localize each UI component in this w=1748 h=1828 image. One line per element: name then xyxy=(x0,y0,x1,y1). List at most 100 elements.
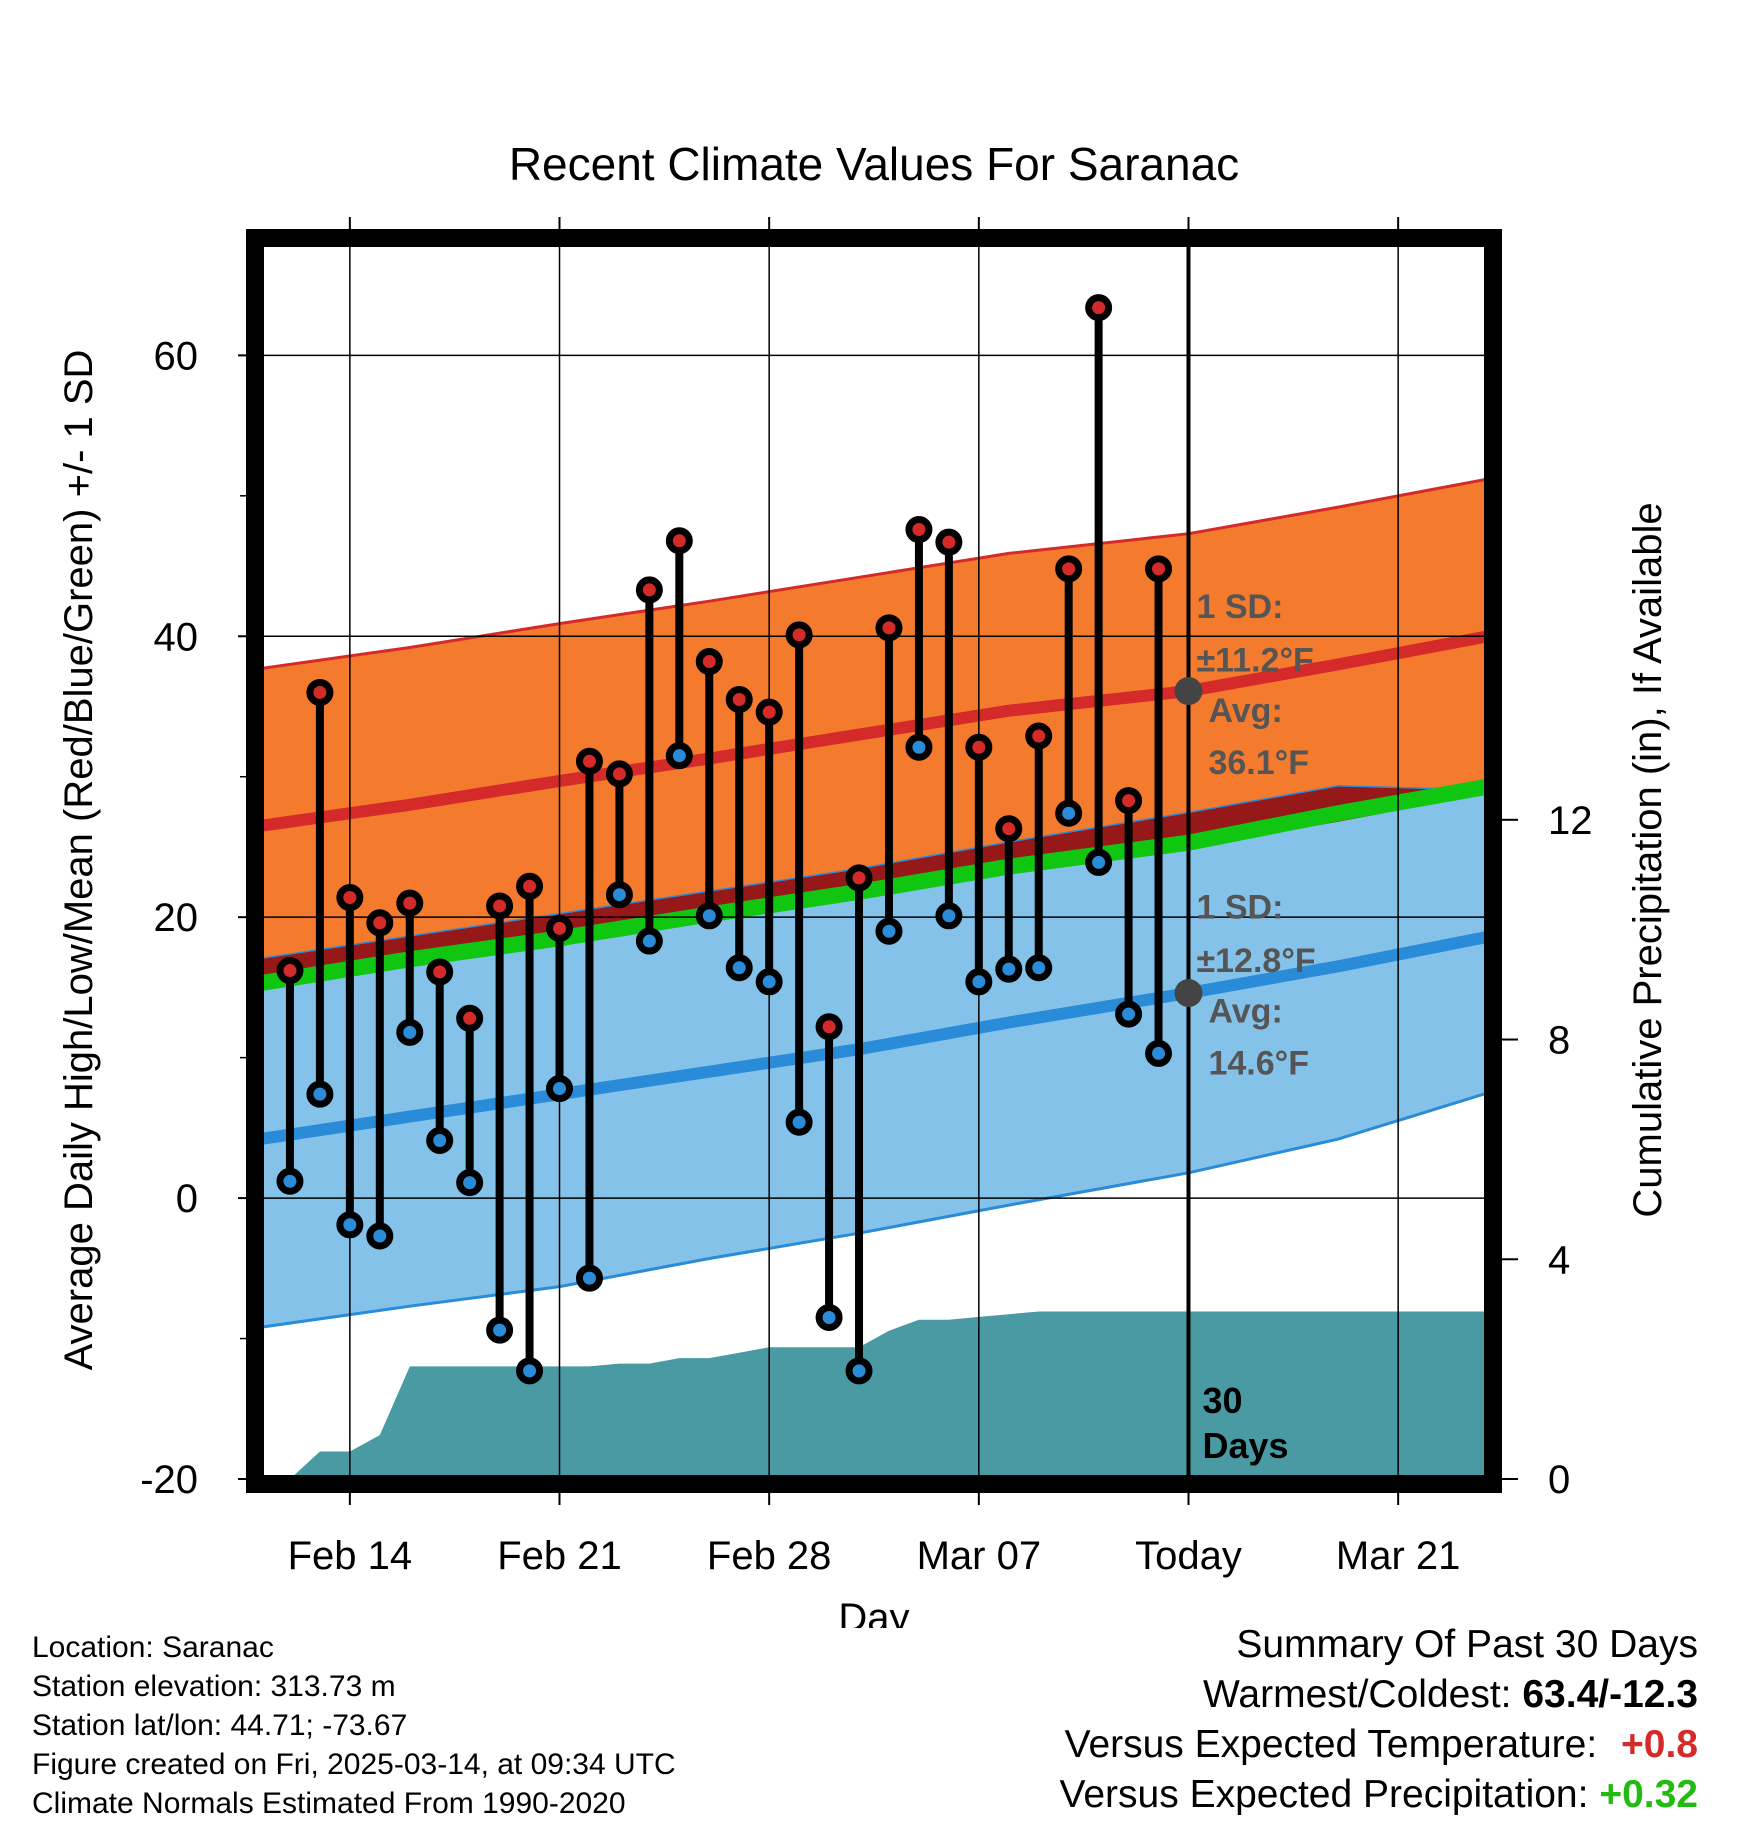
x-tick-label: Feb 21 xyxy=(497,1534,622,1578)
warm-cold-value: 63.4/-12.3 xyxy=(1522,1673,1698,1716)
created-text: Figure created on Fri, 2025-03-14, at 09… xyxy=(32,1748,676,1781)
precip-row: Versus Expected Precipitation: +0.32 xyxy=(1060,1770,1699,1820)
precip-value: +0.32 xyxy=(1599,1773,1698,1816)
high-point xyxy=(546,914,574,942)
low-point xyxy=(995,955,1023,983)
low-point xyxy=(845,1357,873,1385)
high-point xyxy=(486,892,514,920)
low-point xyxy=(456,1169,484,1197)
high-sd-label: 1 SD: xyxy=(1196,588,1283,626)
y-tick-label: 20 xyxy=(154,896,199,940)
high-point xyxy=(995,815,1023,843)
low-sd-value: ±12.8°F xyxy=(1196,942,1315,980)
high-point xyxy=(905,516,933,544)
low-point xyxy=(725,954,753,982)
high-point xyxy=(426,958,454,986)
low-point xyxy=(426,1127,454,1155)
high-point xyxy=(306,678,334,706)
low-point xyxy=(935,902,963,930)
y2-tick-label: 8 xyxy=(1548,1019,1570,1063)
low-point xyxy=(1145,1039,1173,1067)
low-point xyxy=(516,1357,544,1385)
high-point xyxy=(1055,555,1083,583)
high-point xyxy=(755,698,783,726)
y-tick-label: -20 xyxy=(140,1458,198,1502)
low-point xyxy=(276,1167,304,1195)
low-point xyxy=(486,1316,514,1344)
today-label-line1: 30 xyxy=(1202,1380,1242,1421)
high-sd-value: ±11.2°F xyxy=(1196,641,1313,679)
plot-frame xyxy=(246,229,1502,1493)
x-tick-label: Today xyxy=(1135,1534,1242,1578)
x-tick-label: Mar 07 xyxy=(917,1534,1042,1578)
high-point xyxy=(875,614,903,642)
x-axis-title: Day xyxy=(838,1596,909,1628)
temp-value: +0.8 xyxy=(1621,1723,1698,1766)
high-avg-marker xyxy=(1174,677,1203,706)
low-point xyxy=(965,968,993,996)
y-tick-label: 0 xyxy=(176,1177,198,1221)
low-point xyxy=(785,1108,813,1136)
warm-cold-label: Warmest/Coldest: xyxy=(1203,1673,1512,1716)
low-point xyxy=(546,1075,574,1103)
temp-label: Versus Expected Temperature: xyxy=(1064,1723,1598,1766)
low-avg-marker xyxy=(1174,979,1203,1008)
high-point xyxy=(336,884,364,912)
low-point xyxy=(605,881,633,909)
low-point xyxy=(905,733,933,761)
y-axis-title: Average Daily High/Low/Mean (Red/Blue/Gr… xyxy=(57,350,101,1371)
summary-title: Summary Of Past 30 Days xyxy=(1236,1623,1698,1666)
y-tick-label: 60 xyxy=(154,334,199,378)
low-point xyxy=(1115,1000,1143,1028)
climate-chart: Recent Climate Values For Saranac -20 0 20… xyxy=(57,138,1670,1628)
y2-tick-label: 12 xyxy=(1548,799,1593,843)
y2-tick-label: 4 xyxy=(1548,1238,1570,1282)
y2-tick-label: 0 xyxy=(1548,1458,1570,1502)
latlon-text: Station lat/lon: 44.71; -73.67 xyxy=(32,1709,408,1742)
high-point xyxy=(725,685,753,713)
station-info: Location: Saranac Station elevation: 313… xyxy=(32,1628,676,1823)
high-point xyxy=(1085,294,1113,322)
y-tick-label: 40 xyxy=(154,615,199,659)
high-point xyxy=(665,527,693,555)
low-avg-value: 14.6°F xyxy=(1208,1044,1309,1082)
high-point xyxy=(785,621,813,649)
high-point xyxy=(516,872,544,900)
high-point xyxy=(276,957,304,985)
low-avg-label: Avg: xyxy=(1208,993,1282,1031)
low-point xyxy=(875,917,903,945)
high-point xyxy=(605,760,633,788)
high-point xyxy=(1025,722,1053,750)
high-point xyxy=(965,733,993,761)
low-point xyxy=(336,1211,364,1239)
high-point xyxy=(1115,787,1143,815)
precip-area xyxy=(289,1311,1488,1479)
low-point xyxy=(1025,954,1053,982)
low-sd-label: 1 SD: xyxy=(1196,889,1283,927)
high-point xyxy=(695,648,723,676)
x-tick-label: Feb 14 xyxy=(288,1534,413,1578)
low-point xyxy=(306,1080,334,1108)
elevation-text: Station elevation: 313.73 m xyxy=(32,1670,396,1703)
summary-panel: Summary Of Past 30 Days Warmest/Coldest:… xyxy=(1060,1620,1699,1820)
warm-cold-row: Warmest/Coldest: 63.4/-12.3 xyxy=(1060,1670,1698,1720)
low-point xyxy=(366,1222,394,1250)
high-avg-label: Avg: xyxy=(1208,692,1282,730)
high-point xyxy=(845,864,873,892)
high-point xyxy=(815,1013,843,1041)
temp-row: Versus Expected Temperature: +0.8 xyxy=(1060,1720,1698,1770)
location-text: Location: Saranac xyxy=(32,1631,274,1664)
low-point xyxy=(755,968,783,996)
high-point xyxy=(396,889,424,917)
low-point xyxy=(815,1303,843,1331)
low-point xyxy=(575,1264,603,1292)
high-avg-value: 36.1°F xyxy=(1208,744,1309,782)
y2-axis-title: Cumulative Precipitation (in), If Availa… xyxy=(1626,502,1670,1217)
low-point xyxy=(695,902,723,930)
low-point xyxy=(635,927,663,955)
high-avg-line xyxy=(260,630,1488,832)
high-point xyxy=(1145,555,1173,583)
x-tick-label: Feb 28 xyxy=(707,1534,832,1578)
high-point xyxy=(935,528,963,556)
plot-area xyxy=(260,243,1488,1479)
